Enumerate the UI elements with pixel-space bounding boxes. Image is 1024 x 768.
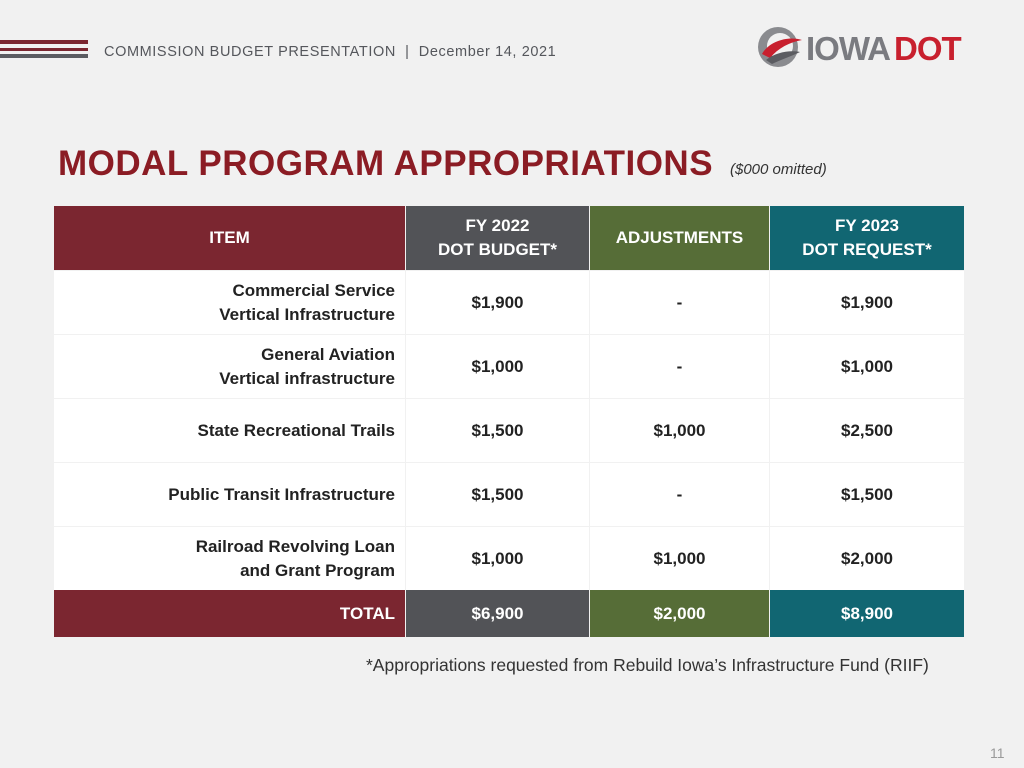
row-fy2023-value: $1,000 [769, 334, 964, 398]
row-fy2023-value: $1,900 [769, 270, 964, 334]
header-item: ITEM [54, 206, 405, 270]
table-row: Railroad Revolving Loan and Grant Program… [54, 526, 964, 590]
row-fy2023-value: $2,500 [769, 398, 964, 462]
page-title: MODAL PROGRAM APPROPRIATIONS [58, 144, 714, 183]
header-fy2023: FY 2023 DOT REQUEST* [769, 206, 964, 270]
page-number: 11 [990, 745, 1005, 761]
table-row: State Recreational Trails $1,500 $1,000 … [54, 398, 964, 462]
row-adjustments-value: $1,000 [589, 526, 769, 590]
total-fy2023-value: $8,900 [769, 590, 964, 637]
row-adjustments-value: $1,000 [589, 398, 769, 462]
table-row: Commercial Service Vertical Infrastructur… [54, 270, 964, 334]
total-adjustments-value: $2,000 [589, 590, 769, 637]
row-item-label: State Recreational Trails [54, 398, 405, 462]
appropriations-table: ITEM FY 2022 DOT BUDGET* ADJUSTMENTS FY 2… [54, 206, 964, 637]
table-row: Public Transit Infrastructure $1,500 - $… [54, 462, 964, 526]
header-stripes [0, 40, 88, 58]
row-fy2022-value: $1,500 [405, 462, 589, 526]
table-total-row: TOTAL $6,900 $2,000 $8,900 [54, 590, 964, 637]
presentation-header: COMMISSION BUDGET PRESENTATION | Decembe… [104, 44, 557, 60]
row-fy2022-value: $1,900 [405, 270, 589, 334]
row-adjustments-value: - [589, 270, 769, 334]
row-item-label: Public Transit Infrastructure [54, 462, 405, 526]
units-note: ($000 omitted) [730, 161, 827, 178]
row-fy2023-value: $2,000 [769, 526, 964, 590]
iowa-dot-logo: IOWA DOT [758, 27, 963, 67]
svg-text:IOWA: IOWA [806, 30, 890, 67]
row-adjustments-value: - [589, 334, 769, 398]
footnote: *Appropriations requested from Rebuild I… [366, 655, 929, 675]
table-header-row: ITEM FY 2022 DOT BUDGET* ADJUSTMENTS FY 2… [54, 206, 964, 270]
row-fy2022-value: $1,000 [405, 334, 589, 398]
swoosh-icon [758, 27, 802, 67]
total-label: TOTAL [54, 590, 405, 637]
svg-text:DOT: DOT [894, 30, 962, 67]
total-fy2022-value: $6,900 [405, 590, 589, 637]
row-item-label: Railroad Revolving Loan and Grant Program [54, 526, 405, 590]
row-item-label: General Aviation Vertical infrastructure [54, 334, 405, 398]
row-fy2022-value: $1,500 [405, 398, 589, 462]
header-fy2022: FY 2022 DOT BUDGET* [405, 206, 589, 270]
table-row: General Aviation Vertical infrastructure … [54, 334, 964, 398]
row-item-label: Commercial Service Vertical Infrastructur… [54, 270, 405, 334]
header-adjustments: ADJUSTMENTS [589, 206, 769, 270]
row-adjustments-value: - [589, 462, 769, 526]
row-fy2022-value: $1,000 [405, 526, 589, 590]
row-fy2023-value: $1,500 [769, 462, 964, 526]
